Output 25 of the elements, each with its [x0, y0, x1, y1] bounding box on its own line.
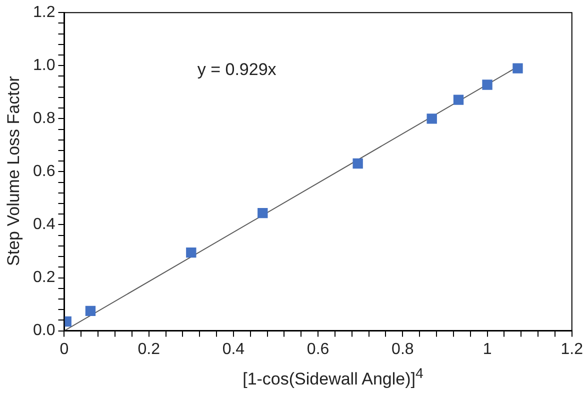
x-tick-label: 1	[482, 340, 492, 358]
y-tick-label: 0.6	[32, 163, 56, 180]
point	[352, 158, 363, 169]
y-tick-label: 0.8	[32, 110, 56, 128]
x-tick-label: 0.4	[222, 340, 245, 358]
y-tick-label: 0.4	[32, 216, 56, 234]
y-tick-label: 0.0	[32, 322, 56, 340]
y-axis-title: Step Volume Loss Factor	[4, 76, 24, 266]
point	[453, 94, 464, 105]
x-axis-title: [1-cos(Sidewall Angle)]$^{4}$	[242, 366, 424, 390]
y-tick-label: 0.2	[32, 269, 56, 286]
point	[258, 208, 268, 218]
y-tick-label: 1.2	[32, 4, 56, 22]
point	[186, 247, 196, 258]
x-tick-label: 1.2	[560, 340, 584, 358]
y-tick-label: 1.0	[32, 57, 56, 74]
x-tick-label: 0	[60, 340, 69, 358]
x-tick-label: 0.2	[138, 340, 160, 358]
point	[482, 80, 492, 90]
point	[426, 114, 437, 124]
x-tick-label: 0.8	[392, 340, 414, 358]
point	[512, 63, 523, 74]
point	[85, 306, 96, 316]
x-tick-label: 0.6	[306, 340, 330, 358]
annotation: y = 0.929x	[197, 60, 276, 80]
